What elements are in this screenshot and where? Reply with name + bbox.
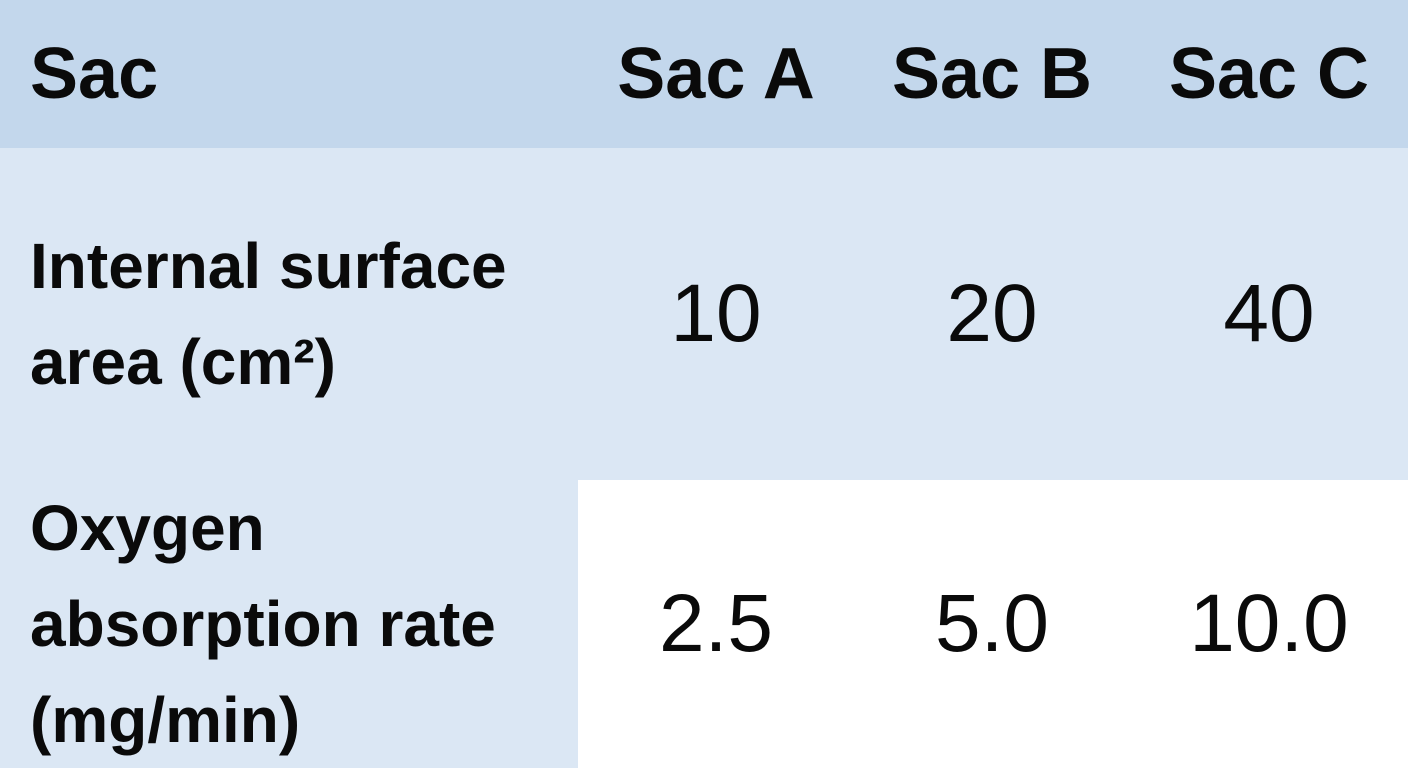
header-cell: Sac [0,0,580,150]
row-label: Internal surface area (cm²) [0,148,580,482]
value-cell: 10.0 [1130,480,1408,768]
header-cell: Sac B [854,0,1132,150]
value-cell: 5.0 [854,480,1132,768]
header-cell: Sac C [1130,0,1408,150]
row-label: Oxygen absorption rate (mg/min) [0,480,580,768]
value-cell: 20 [854,148,1132,482]
value-cell: 2.5 [578,480,856,768]
value-cell: 40 [1130,148,1408,482]
value-cell: 10 [578,148,856,482]
header-cell: Sac A [578,0,856,150]
